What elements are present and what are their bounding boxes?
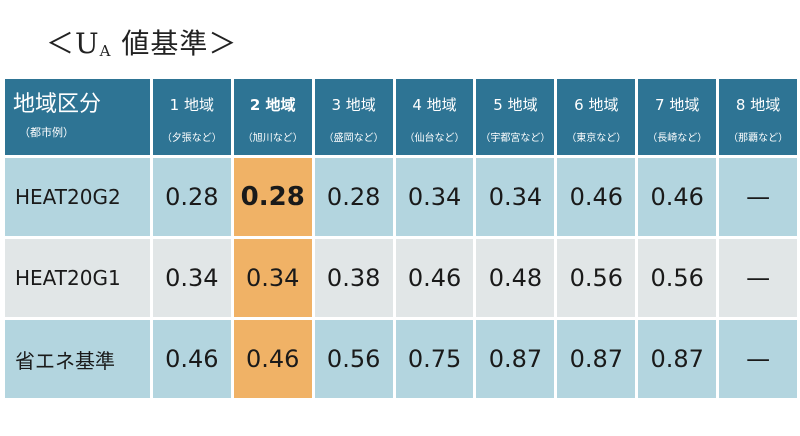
table-cell: 0.34: [149, 236, 234, 320]
row-label: 省エネ基準: [2, 317, 153, 401]
table-cell: 0.46: [554, 155, 639, 239]
region-label: 6 地域: [574, 96, 619, 114]
region-header-1: 1 地域 （夕張など）: [149, 76, 234, 158]
table-cell: 0.46: [149, 317, 234, 401]
corner-label: 地域区分: [13, 92, 102, 117]
table-cell: 0.34: [473, 155, 558, 239]
table-cell: 0.28: [311, 155, 396, 239]
region-header-5: 5 地域 （宇都宮など）: [473, 76, 558, 158]
region-header-corner: 地域区分 （都市例）: [2, 76, 153, 158]
region-header-4: 4 地域 （仙台など）: [392, 76, 477, 158]
region-header-3: 3 地域 （盛岡など）: [311, 76, 396, 158]
region-label: 4 地域: [412, 96, 457, 114]
region-example: （宇都宮など）: [480, 133, 551, 144]
table-cell: 0.56: [635, 236, 720, 320]
region-label: 1 地域: [169, 96, 214, 114]
region-label: 5 地域: [493, 96, 538, 114]
table-cell: 0.48: [473, 236, 558, 320]
page-title: ＜UA 値基準＞: [46, 22, 237, 62]
table-cell: 0.34: [392, 155, 477, 239]
region-header-2: 2 地域 （旭川など）: [230, 76, 315, 158]
table-cell: —: [716, 155, 800, 239]
table-cell: —: [716, 236, 800, 320]
region-example: （仙台など）: [404, 133, 465, 144]
table-cell: —: [716, 317, 800, 401]
region-example: （那覇など）: [728, 133, 789, 144]
row-label: HEAT20G1: [2, 236, 153, 320]
region-header-7: 7 地域 （長崎など）: [635, 76, 720, 158]
region-header-8: 8 地域 （那覇など）: [716, 76, 800, 158]
table-cell: 0.28: [149, 155, 234, 239]
region-example: （盛岡など）: [323, 133, 384, 144]
table-cell: 0.75: [392, 317, 477, 401]
region-label: 2 地域: [249, 96, 296, 114]
table-cell: 0.46: [635, 155, 720, 239]
title-prefix: ＜U: [46, 27, 100, 60]
table-cell: 0.87: [635, 317, 720, 401]
title-suffix: 値基準＞: [111, 27, 238, 60]
table-cell-highlighted: 0.28: [230, 155, 315, 239]
ua-standards-table: 地域区分 （都市例） 1 地域 （夕張など） 2 地域 （旭川など） 3 地域 （盛岡…: [2, 76, 800, 401]
table-cell: 0.56: [311, 317, 396, 401]
region-label: 7 地域: [655, 96, 700, 114]
table-row-energy-standard: 省エネ基準 0.46 0.46 0.56 0.75 0.87 0.87 0.87…: [2, 317, 800, 401]
table-row-heat20g2: HEAT20G2 0.28 0.28 0.28 0.34 0.34 0.46 0…: [2, 155, 800, 239]
table-row-heat20g1: HEAT20G1 0.34 0.34 0.38 0.46 0.48 0.56 0…: [2, 236, 800, 320]
corner-sublabel: （都市例）: [19, 126, 74, 139]
table-cell-highlighted: 0.34: [230, 236, 315, 320]
table-cell: 0.38: [311, 236, 396, 320]
region-example: （長崎など）: [647, 133, 708, 144]
region-label: 3 地域: [331, 96, 376, 114]
table-cell: 0.46: [392, 236, 477, 320]
header-row: 地域区分 （都市例） 1 地域 （夕張など） 2 地域 （旭川など） 3 地域 （盛岡…: [2, 76, 800, 158]
region-header-6: 6 地域 （東京など）: [554, 76, 639, 158]
table-cell: 0.56: [554, 236, 639, 320]
region-example: （夕張など）: [161, 133, 222, 144]
table-cell-highlighted: 0.46: [230, 317, 315, 401]
table-cell: 0.87: [554, 317, 639, 401]
region-example: （旭川など）: [242, 133, 303, 144]
table-cell: 0.87: [473, 317, 558, 401]
title-subscript: A: [99, 42, 112, 60]
row-label: HEAT20G2: [2, 155, 153, 239]
region-label: 8 地域: [735, 96, 781, 114]
region-example: （東京など）: [566, 133, 627, 144]
